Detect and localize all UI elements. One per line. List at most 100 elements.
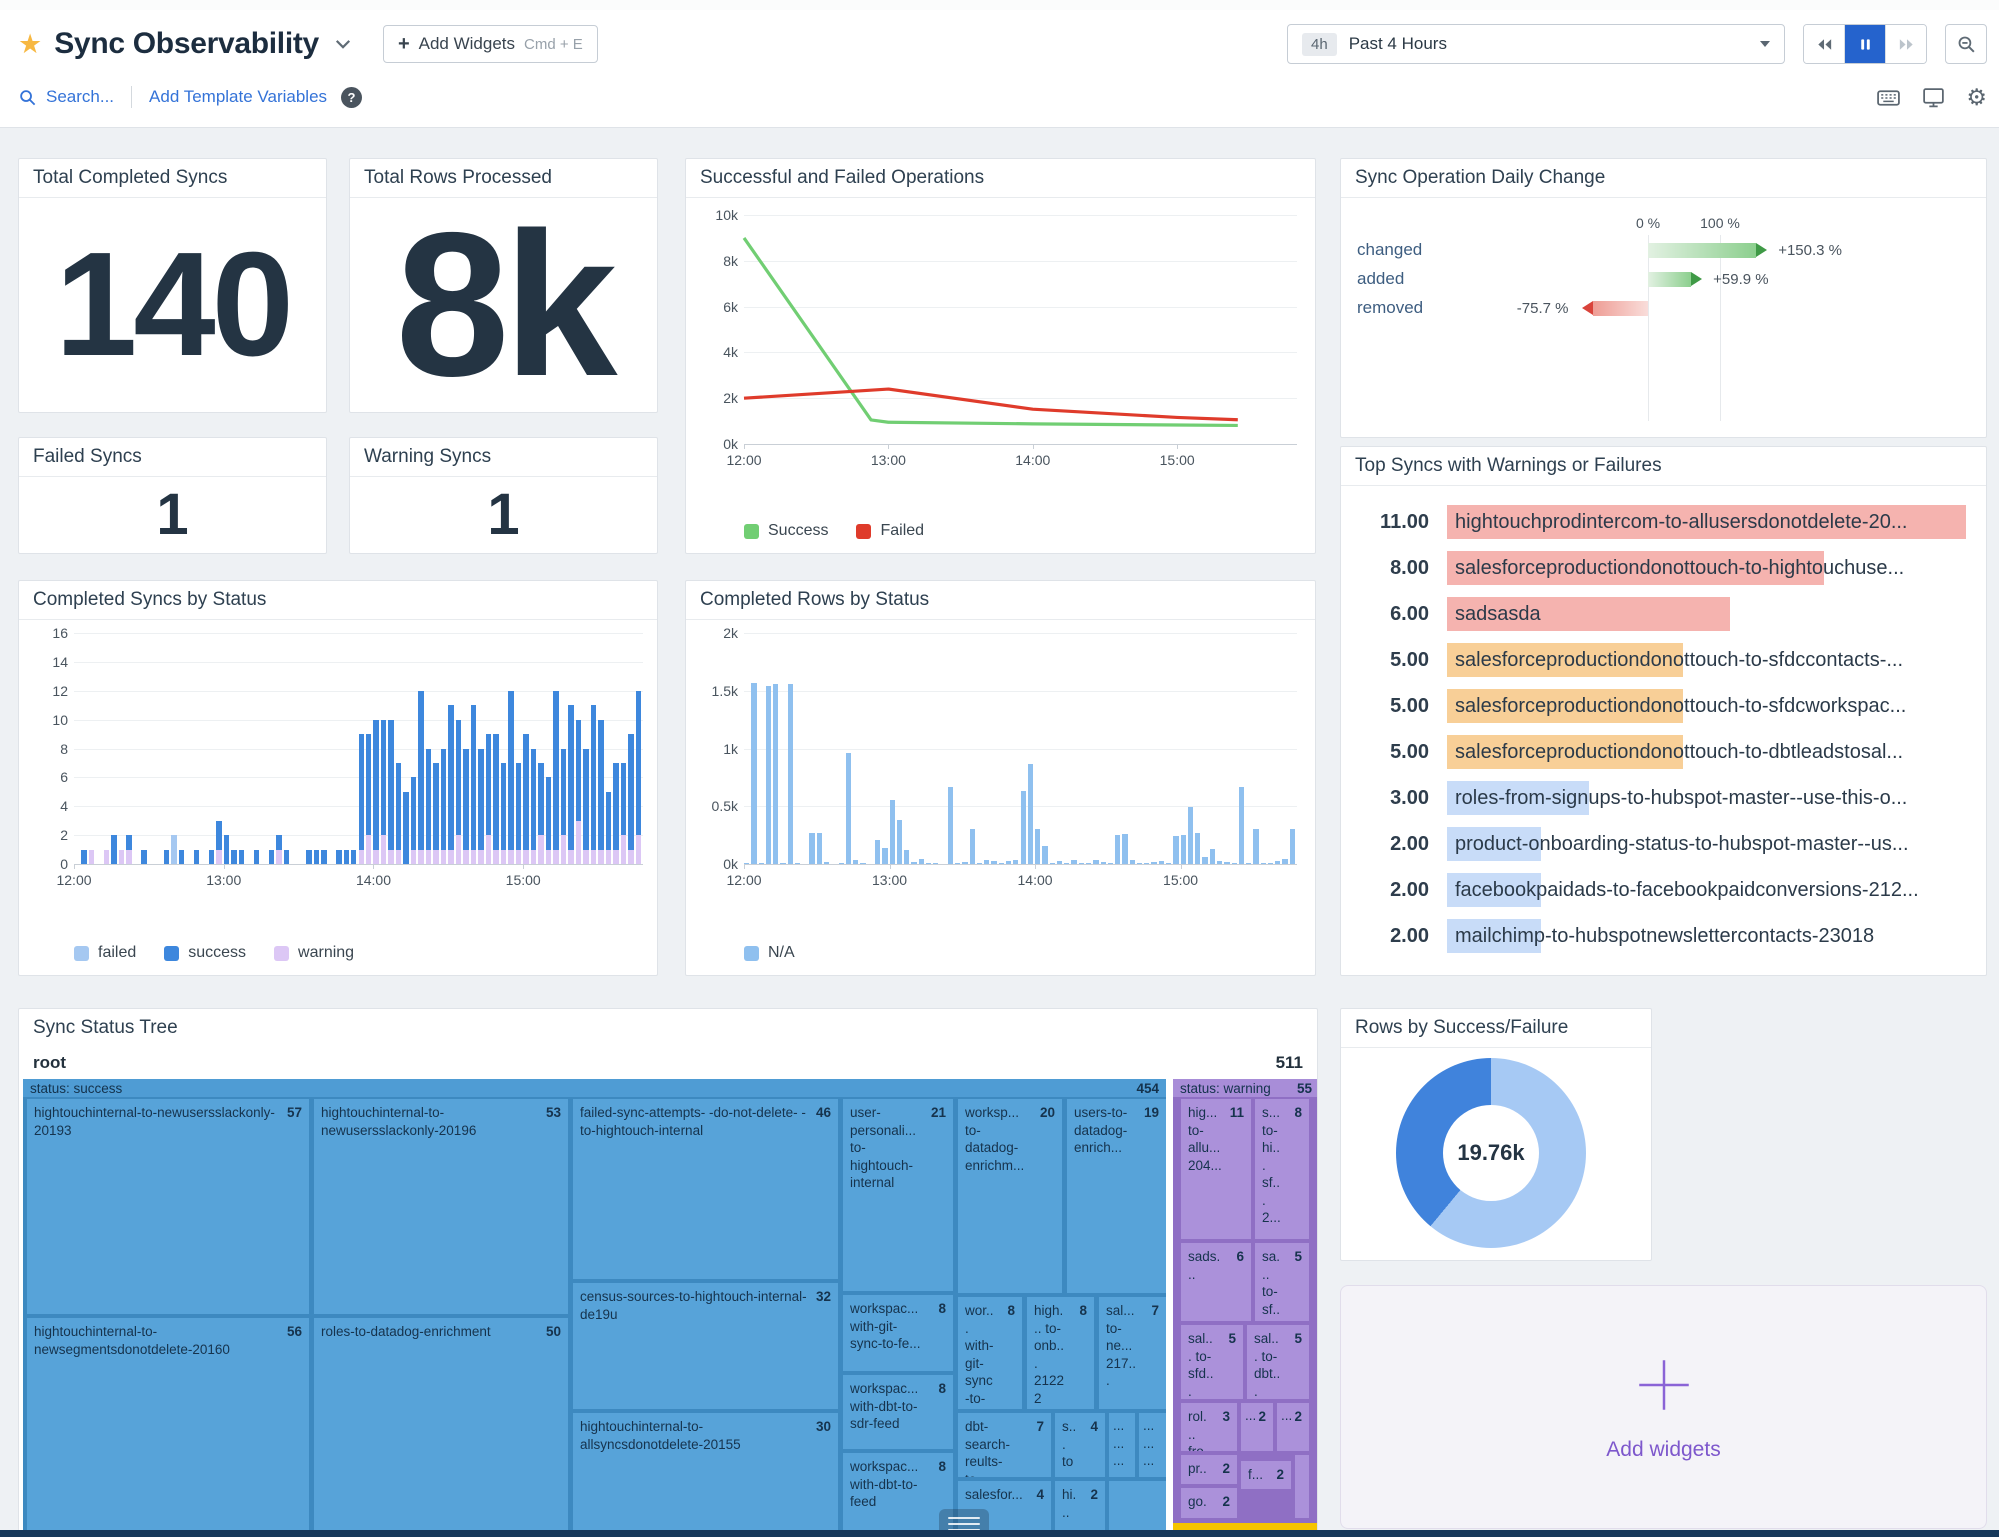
top-sync-row[interactable]: 11.00 hightouchprodintercom-to-allusersdo… — [1341, 499, 1986, 545]
zoom-out-button[interactable] — [1945, 24, 1987, 64]
treemap-cell-label: hightouchinternal-to-allsyncsdonotdelete… — [580, 1419, 741, 1452]
top-sync-row[interactable]: 5.00 salesforceproductiondonottouch-to-sf… — [1341, 637, 1986, 683]
treemap-cell[interactable]: rol... fro... 3 — [1181, 1403, 1237, 1451]
legend-item[interactable]: warning — [274, 944, 354, 962]
top-sync-value: 2.00 — [1390, 832, 1429, 855]
settings-gear-icon[interactable]: ⚙ — [1966, 83, 1987, 110]
donut-chart[interactable]: 19.76k — [1396, 1058, 1586, 1248]
treemap-cell[interactable]: pr... 2 — [1181, 1455, 1237, 1484]
bar-segment-success — [193, 849, 200, 864]
bar-segment-success — [538, 762, 544, 836]
treemap-cell[interactable]: f... 2 — [1241, 1461, 1291, 1489]
y-tick-label: 0 — [60, 856, 68, 872]
favorite-star-icon[interactable]: ★ — [18, 28, 43, 59]
treemap-cell[interactable]: ... 2 — [1241, 1403, 1273, 1451]
time-range-picker[interactable]: 4h Past 4 Hours — [1287, 24, 1785, 64]
treemap-cell[interactable]: hightouchinternal-to-newusersslackonly-2… — [27, 1099, 309, 1314]
bar-segment-success — [410, 777, 417, 850]
treemap-cell[interactable]: wor... with-git-sync-to-s... 8 — [958, 1297, 1022, 1409]
legend-item[interactable]: N/A — [744, 944, 795, 962]
treemap-cell[interactable]: failed-sync-attempts- -do-not-delete- -t… — [573, 1099, 838, 1279]
legend-item[interactable]: success — [164, 944, 246, 962]
treemap-cell[interactable]: users-to-datadog-enrich... 19 — [1067, 1099, 1166, 1293]
top-sync-value: 2.00 — [1390, 924, 1429, 947]
syncs-by-status-plot-area[interactable]: 0 2 4 6 8 10 12 14 16 12:00 13:00 14:00 15:00 — [52, 625, 643, 888]
treemap-cell[interactable]: sa... to-sf... 5 — [1255, 1243, 1309, 1321]
title-chevron-down-icon[interactable] — [333, 34, 353, 54]
treemap-cell[interactable]: ... ... ... — [1139, 1413, 1166, 1477]
top-sync-row[interactable]: 2.00 facebookpaidads-to-facebookpaidconve… — [1341, 867, 1986, 913]
top-sync-value: 6.00 — [1390, 602, 1429, 625]
bar-segment-warning — [126, 849, 132, 864]
treemap-cell[interactable]: workspac... with-git-sync-to-fe... 8 — [843, 1295, 953, 1371]
top-sync-row[interactable]: 2.00 product-onboarding-status-to-hubspot… — [1341, 821, 1986, 867]
search-button[interactable]: Search... — [18, 87, 114, 107]
treemap-canvas[interactable]: status: success 454 hightouchinternal-to-n… — [19, 1079, 1317, 1536]
keyboard-shortcuts-icon[interactable] — [1876, 85, 1901, 110]
widget-sync-status-tree: Sync Status Tree root 511 status: succes… — [18, 1008, 1318, 1537]
treemap-cell[interactable]: user-personali... to-hightouch-internal 2… — [843, 1099, 953, 1291]
treemap-cell[interactable]: s... to-hi... sf... 2... 8 — [1255, 1099, 1309, 1239]
daily-change-plot-area[interactable]: 0 % 100 % changed +150.3 % added +59.9 % remov… — [1341, 197, 1986, 437]
treemap-cell[interactable]: census-sources-to-hightouch-internal-de1… — [573, 1283, 838, 1409]
treemap-cell-value: 7 — [1036, 1419, 1044, 1434]
top-sync-row[interactable]: 5.00 salesforceproductiondonottouch-to-sf… — [1341, 683, 1986, 729]
bar-segment-success — [283, 849, 290, 864]
bar — [1071, 859, 1077, 864]
bar-segment-success — [268, 849, 275, 864]
bar-segment-warning — [365, 835, 372, 864]
treemap-cell[interactable]: ... 2 — [1277, 1403, 1309, 1451]
top-sync-row[interactable]: 3.00 roles-from-signups-to-hubspot-master… — [1341, 775, 1986, 821]
add-template-variables-link[interactable]: Add Template Variables — [149, 87, 328, 106]
bar-segment-success — [523, 734, 529, 850]
time-pause-button[interactable] — [1844, 25, 1885, 63]
operations-plot-area[interactable]: 0k 2k 4k 6k 8k 10k 12:00 13:00 14:00 15:00 — [715, 207, 1297, 468]
axis-label-0pct: 0 % — [1635, 215, 1661, 231]
treemap-cell[interactable]: hightouchinternal-to-newusersslackonly-2… — [314, 1099, 568, 1314]
add-widgets-placeholder[interactable]: Add widgets — [1340, 1285, 1987, 1529]
treemap-cell[interactable]: hig... to-allu... 204... 11 — [1181, 1099, 1251, 1239]
bar-segment-failed — [171, 835, 177, 864]
bar-segment-warning — [583, 849, 589, 864]
treemap-cell[interactable] — [1109, 1481, 1166, 1536]
gridline — [744, 633, 1297, 634]
treemap-cell[interactable]: ... ... ... — [1109, 1413, 1135, 1477]
time-forward-button[interactable] — [1885, 25, 1926, 63]
add-widgets-button[interactable]: + Add Widgets Cmd + E — [382, 25, 598, 63]
top-sync-row[interactable]: 8.00 salesforceproductiondonottouch-to-hi… — [1341, 545, 1986, 591]
treemap-cell[interactable]: sal... to-dbt... 5 — [1247, 1325, 1309, 1399]
treemap-cell[interactable]: dbt-search-reults-to... 7 — [958, 1413, 1051, 1477]
bar-segment-success — [628, 734, 634, 850]
time-backward-button[interactable] — [1804, 25, 1844, 63]
treemap-cell[interactable]: roles-to-datadog-enrichment 50 — [314, 1318, 568, 1536]
treemap-cell[interactable] — [1295, 1455, 1309, 1518]
bar — [809, 833, 815, 864]
treemap-cell[interactable]: s... to-sf... 4 — [1055, 1413, 1105, 1477]
rows-by-status-plot-area[interactable]: 0k 0.5k 1k 1.5k 2k 12:00 13:00 14:00 15:00 — [712, 625, 1297, 888]
treemap-cell[interactable]: sads... 6 — [1181, 1243, 1251, 1321]
legend-item[interactable]: Failed — [856, 522, 924, 540]
treemap-cell[interactable]: high... to-onb... 21222 8 — [1027, 1297, 1094, 1409]
top-sync-row[interactable]: 6.00 sadsasda — [1341, 591, 1986, 637]
tv-mode-icon[interactable] — [1921, 85, 1946, 110]
help-icon[interactable]: ? — [341, 86, 363, 108]
treemap-cell[interactable]: workspac... with-dbt-to-feed 8 — [843, 1453, 953, 1536]
bar-segment-success — [553, 690, 559, 850]
top-sync-row[interactable]: 2.00 mailchimp-to-hubspotnewslettercontac… — [1341, 913, 1986, 959]
treemap-cell[interactable]: workspac... with-dbt-to-sdr-feed 8 — [843, 1375, 953, 1449]
legend-item[interactable]: Success — [744, 522, 828, 540]
treemap-cell[interactable]: hi... 2 — [1055, 1481, 1105, 1536]
x-tick-label: 15:00 — [1159, 452, 1195, 468]
legend-item[interactable]: failed — [74, 944, 136, 962]
treemap-cell[interactable]: hightouchinternal-to-allsyncsdonotdelete… — [573, 1413, 838, 1536]
treemap-cell[interactable]: worksp... to-datadog-enrichm... 20 — [958, 1099, 1062, 1293]
treemap-cell[interactable]: hightouchinternal-to-newsegmentsdonotdel… — [27, 1318, 309, 1536]
top-sync-bar-wrap: salesforceproductiondonottouch-to-sfdcwo… — [1447, 689, 1966, 723]
next-row-widget-edge — [0, 1530, 1999, 1537]
treemap-cell[interactable]: salesfor... 4 — [958, 1481, 1051, 1536]
top-sync-row[interactable]: 5.00 salesforceproductiondonottouch-to-db… — [1341, 729, 1986, 775]
treemap-cell-value: 57 — [286, 1105, 302, 1120]
treemap-cell[interactable]: go... 2 — [1181, 1488, 1237, 1518]
treemap-cell[interactable]: sal... to-ne... 217... 7 — [1099, 1297, 1166, 1409]
treemap-cell[interactable]: sal... to-sfd... 5 — [1181, 1325, 1243, 1399]
